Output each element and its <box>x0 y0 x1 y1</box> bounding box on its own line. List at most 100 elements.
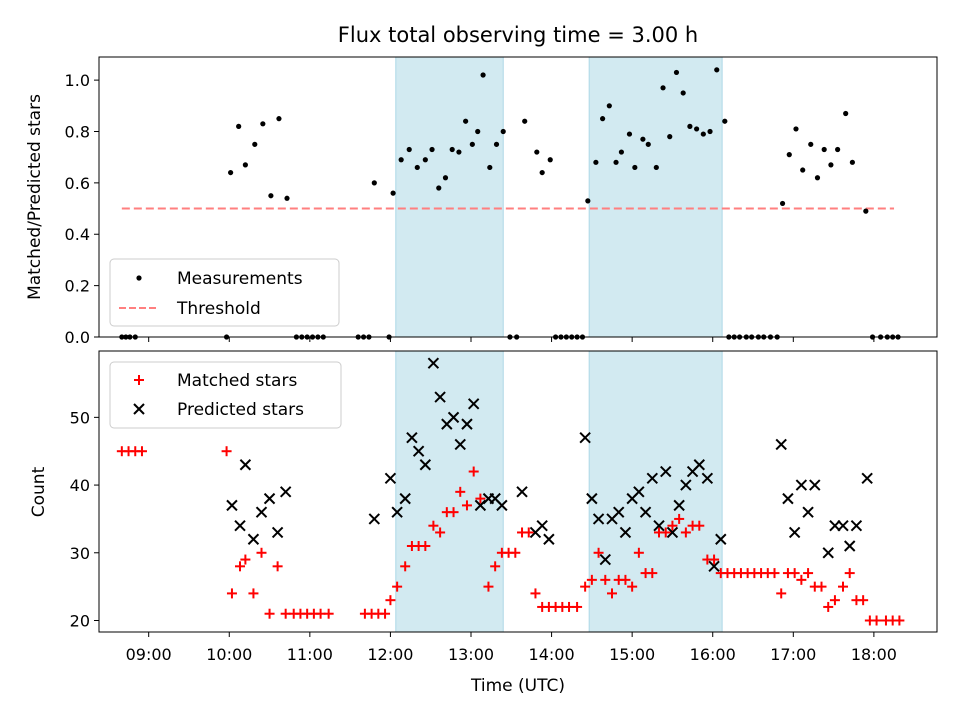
measurement-point <box>260 121 266 127</box>
matched-star-point <box>680 527 691 538</box>
measurement-point <box>480 72 486 78</box>
matched-star-point <box>600 574 611 585</box>
matched-star-point <box>475 493 486 504</box>
y-tick-label: 20 <box>70 611 90 630</box>
matched-star-point <box>240 554 251 565</box>
matched-star-point <box>580 581 591 592</box>
measurement-point <box>821 146 827 153</box>
predicted-star-point <box>384 472 397 485</box>
predicted-star-point <box>653 519 665 532</box>
matched-star-point <box>264 608 275 619</box>
measurement-point <box>422 157 428 163</box>
y-tick-label: 0.8 <box>65 122 90 141</box>
predicted-star-point <box>399 492 411 505</box>
y-tick-label: 0.0 <box>65 328 90 347</box>
measurement-point <box>707 128 713 135</box>
matched-star-point <box>586 574 597 585</box>
predicted-star-point <box>406 431 418 444</box>
predicted-star-point <box>782 492 794 505</box>
matched-star-point <box>796 574 807 585</box>
matched-star-point <box>248 588 259 599</box>
measurement-point <box>534 149 540 155</box>
measurement-point <box>632 164 638 171</box>
x-tick-label: 09:00 <box>126 645 172 664</box>
legend-matched-marker <box>134 375 144 385</box>
predicted-star-point <box>419 459 432 471</box>
top-axes-frame <box>98 56 938 338</box>
measurement-point <box>779 200 786 207</box>
predicted-star-point <box>619 526 632 539</box>
measurement-point <box>500 128 506 135</box>
matched-star-point <box>823 601 834 612</box>
observing-window-shading <box>395 56 723 338</box>
measurement-point <box>667 134 673 140</box>
measurement-point <box>673 69 680 76</box>
measurement-point <box>843 110 849 117</box>
measurement-point <box>722 118 728 124</box>
predicted-star-point <box>639 506 652 518</box>
measurement-point <box>626 131 633 137</box>
top-legend-box <box>109 258 340 327</box>
matched-star-point <box>455 486 466 497</box>
matched-star-point <box>789 568 800 579</box>
measurement-point <box>539 169 545 176</box>
predicted-star-point <box>368 513 381 525</box>
matched-star-point <box>385 595 396 606</box>
chart-title: Flux total observing time = 3.00 h <box>338 23 698 47</box>
predicted-star-point <box>599 553 611 566</box>
shaded-interval <box>395 56 504 338</box>
matched-star-point <box>523 527 534 538</box>
measurement-point <box>680 90 686 96</box>
legend-threshold-label: Threshold <box>176 299 261 319</box>
matched-star-point <box>420 541 431 552</box>
matched-star-point <box>709 554 720 565</box>
top-y-axis-label: Matched/Predicted stars <box>25 94 45 300</box>
y-tick-label: 40 <box>70 476 90 495</box>
predicted-star-point <box>788 526 801 539</box>
legend-predicted-label: Predicted stars <box>177 400 304 420</box>
predicted-star-point <box>467 398 480 410</box>
bottom-y-axis-label: Count <box>29 466 49 517</box>
predicted-star-point <box>263 492 276 505</box>
matched-star-point <box>816 581 827 592</box>
matched-star-point <box>323 608 334 619</box>
measurement-point <box>429 146 435 153</box>
predicted-star-point <box>633 486 645 498</box>
predicted-star-point <box>592 513 605 525</box>
matched-star-point <box>674 513 685 524</box>
predicted-star-point <box>708 560 720 573</box>
matched-star-point <box>858 595 869 606</box>
x-tick-label: 16:00 <box>690 645 736 664</box>
measurement-point <box>475 128 481 135</box>
measurement-point <box>398 157 404 163</box>
x-tick-label: 12:00 <box>367 645 413 664</box>
predicted-star-point <box>701 472 714 485</box>
shaded-interval <box>395 350 504 633</box>
measurement-point <box>436 185 442 191</box>
legend-measurements-marker <box>136 275 142 281</box>
matched-star-point <box>620 574 631 585</box>
top-axis-ticks: 0.0 0.2 0.4 0.6 0.8 1.0 <box>65 71 875 347</box>
y-tick-label: 50 <box>70 408 90 427</box>
x-tick-label: 10:00 <box>206 645 252 664</box>
measurement-point <box>645 141 651 147</box>
measurement-point <box>714 67 720 73</box>
measurement-point <box>487 164 493 171</box>
predicted-star-point <box>666 526 679 539</box>
top-legend: Measurements Threshold <box>109 258 340 327</box>
measurement-point <box>442 175 449 181</box>
matched-star-point <box>380 608 391 619</box>
shaded-interval <box>588 56 723 338</box>
predicted-star-point <box>543 533 555 545</box>
matched-star-point <box>660 527 671 538</box>
ratio-panel: 0.0 0.2 0.4 0.6 0.8 1.0 Flux total observing … <box>25 23 938 347</box>
y-tick-label: 0.4 <box>65 225 90 244</box>
measurement-point <box>414 164 420 171</box>
predicted-star-point <box>775 438 787 451</box>
y-tick-label: 0.6 <box>65 174 90 193</box>
predicted-star-point <box>536 519 548 532</box>
matched-star-point <box>272 561 283 572</box>
matched-star-point <box>392 581 403 592</box>
predicted-star-point <box>239 459 252 471</box>
predicted-star-point <box>844 540 856 552</box>
